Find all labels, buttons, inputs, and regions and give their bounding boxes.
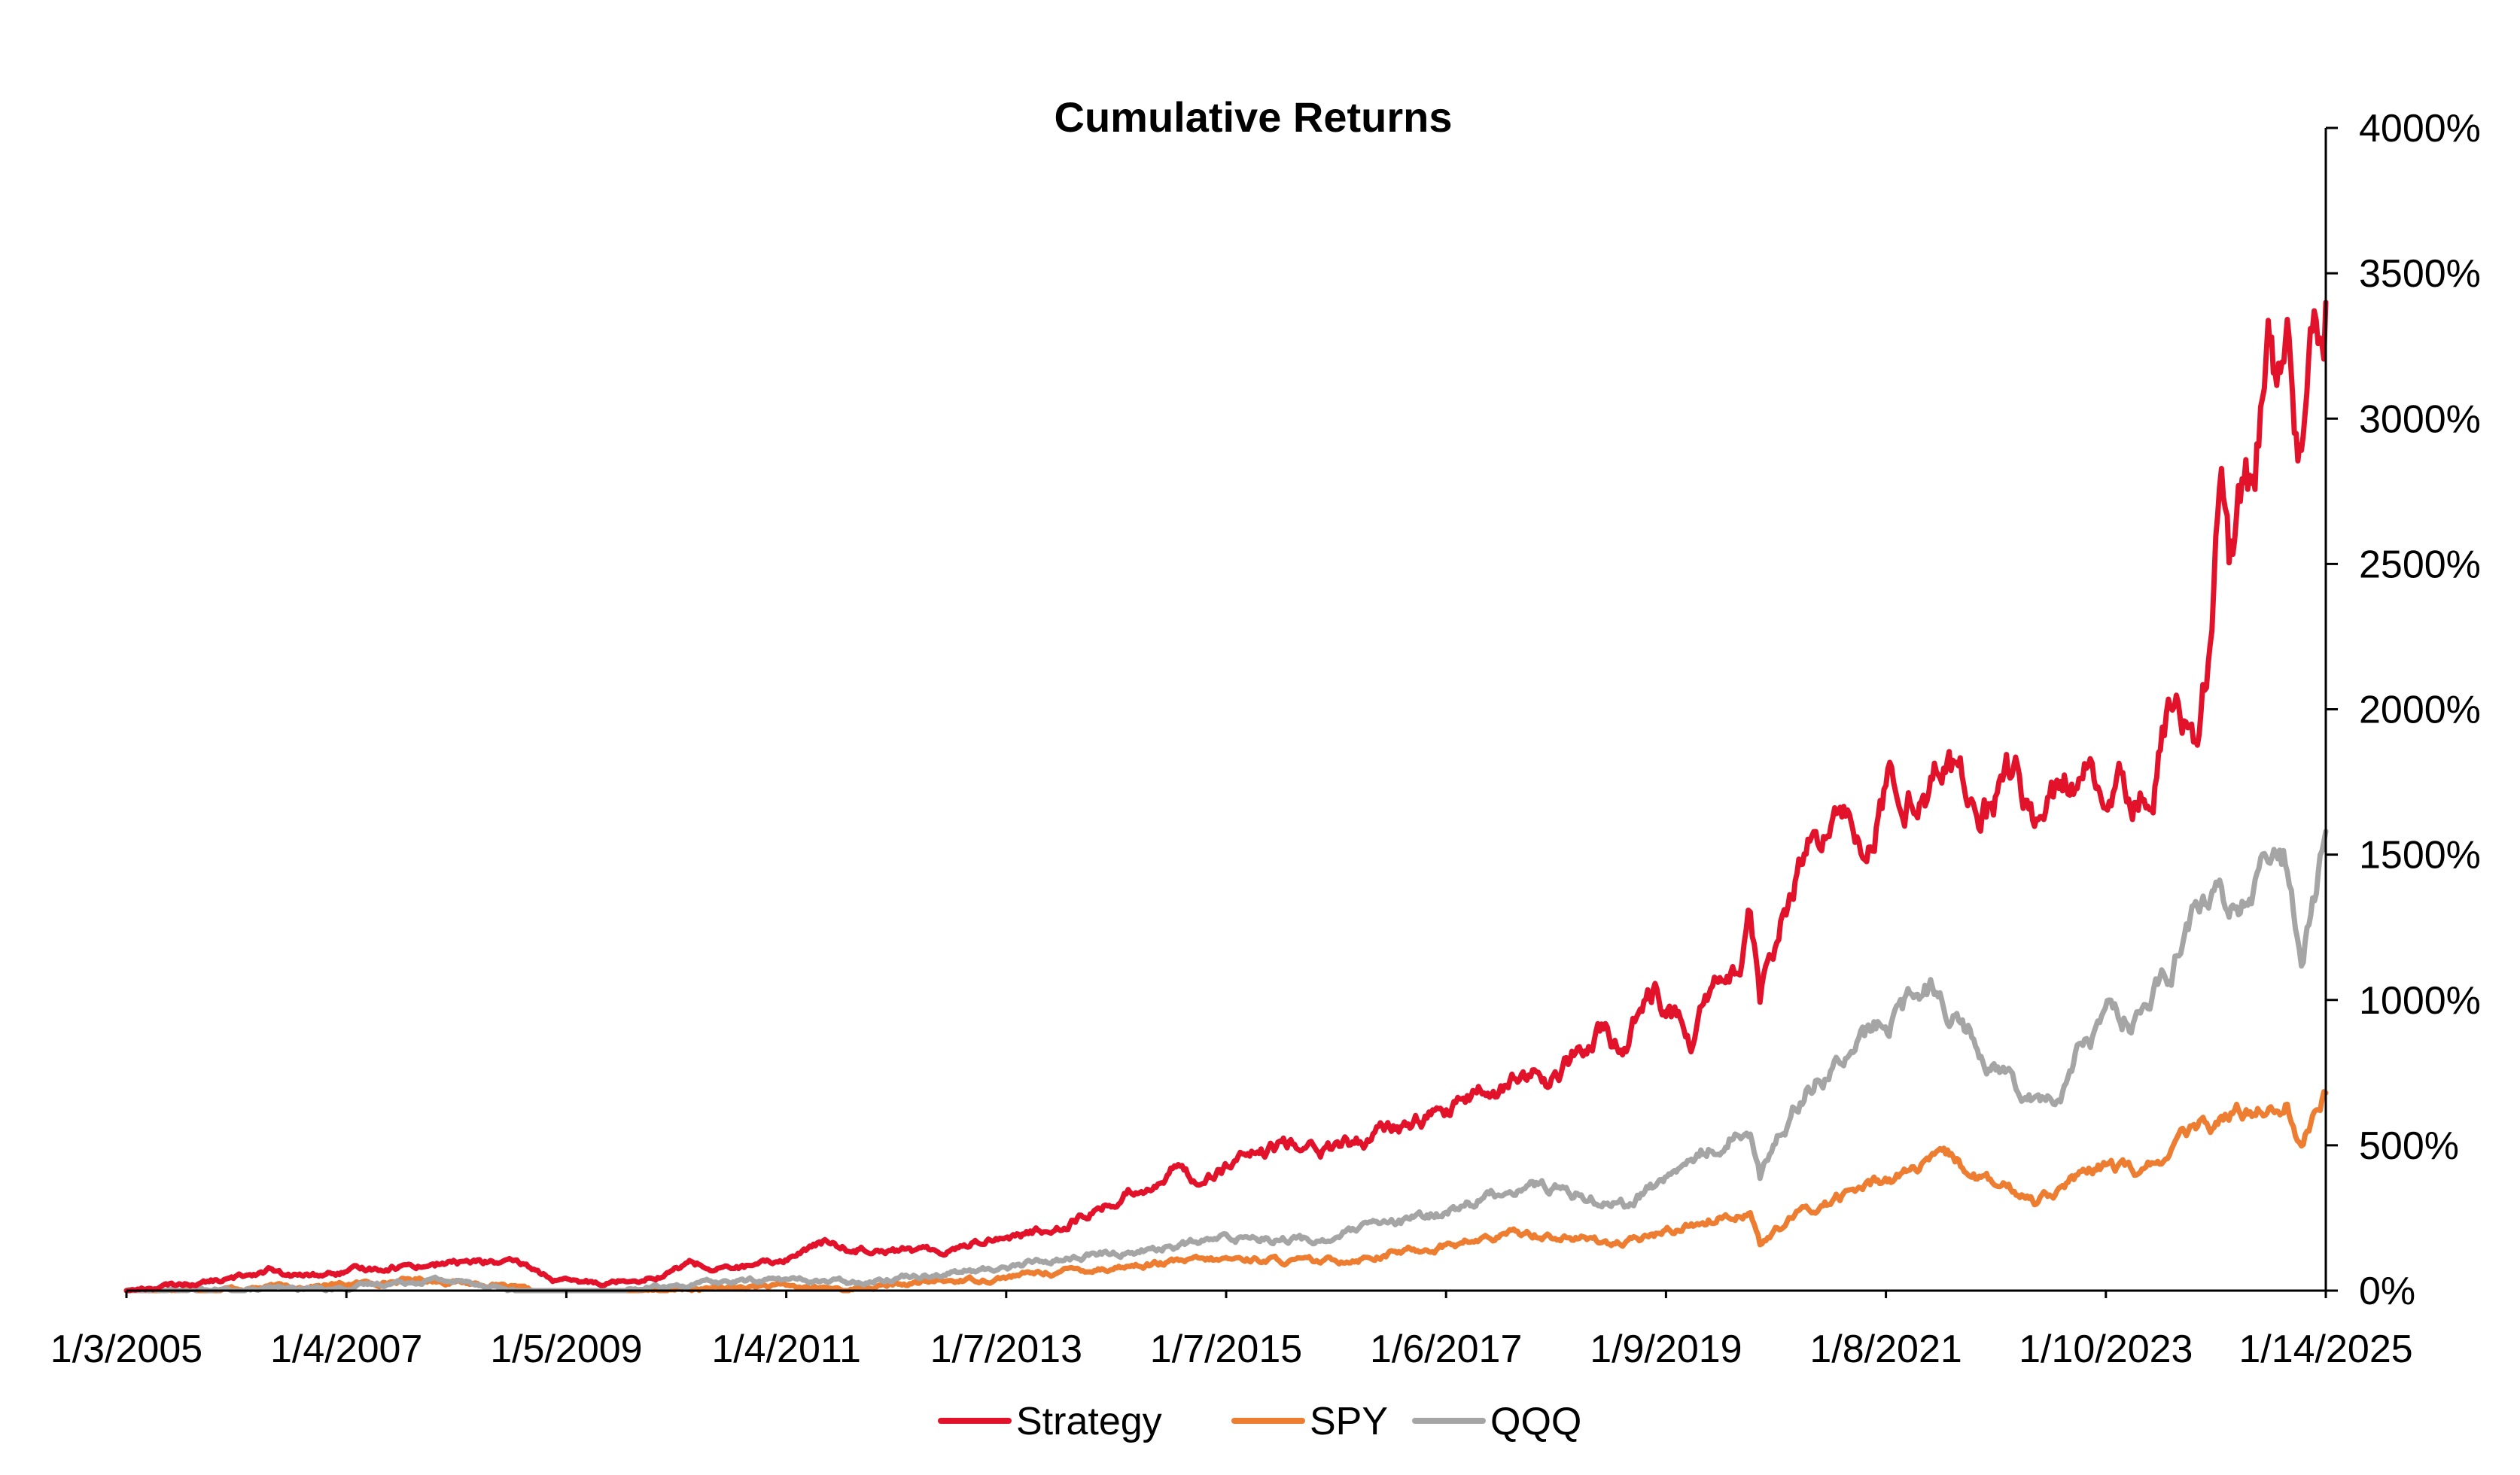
x-tick-label: 1/7/2015 <box>1150 1328 1302 1371</box>
x-tick-label: 1/14/2025 <box>2238 1328 2412 1371</box>
x-tick-label: 1/5/2009 <box>490 1328 642 1371</box>
legend-item-qqq: QQQ <box>1412 1400 1581 1443</box>
series-line-strategy <box>123 300 2329 1294</box>
legend-item-spy: SPY <box>1231 1400 1388 1443</box>
y-tick-label: 0% <box>2359 1270 2415 1313</box>
x-tick-label: 1/8/2021 <box>1809 1328 1962 1371</box>
y-tick-label: 500% <box>2359 1124 2459 1168</box>
legend-label: QQQ <box>1490 1400 1581 1443</box>
x-tick-label: 1/3/2005 <box>50 1328 202 1371</box>
y-axis-ticks: 0% 500% 1000% 1500% 2000% 2500% 3000% 3500% 4000… <box>2326 107 2481 1313</box>
y-tick-label: 4000% <box>2359 107 2481 151</box>
y-tick-label: 1500% <box>2359 834 2481 877</box>
x-tick-label: 1/4/2011 <box>711 1328 861 1371</box>
y-tick-label: 2500% <box>2359 543 2481 586</box>
x-tick-label: 1/6/2017 <box>1370 1328 1522 1371</box>
x-tick-label: 1/7/2013 <box>930 1328 1082 1371</box>
series-layer <box>123 300 2329 1294</box>
chart-title: Cumulative Returns <box>1055 93 1453 141</box>
y-tick-label: 3000% <box>2359 397 2481 441</box>
x-axis-ticks: 1/3/2005 1/4/2007 1/5/2009 1/4/2011 1/7/2013… <box>50 1291 2413 1371</box>
series-line-qqq <box>123 829 2329 1294</box>
y-tick-label: 1000% <box>2359 979 2481 1023</box>
legend-label: SPY <box>1310 1400 1388 1443</box>
y-tick-label: 3500% <box>2359 252 2481 296</box>
legend-item-strategy: Strategy <box>938 1400 1162 1443</box>
x-tick-label: 1/9/2019 <box>1590 1328 1742 1371</box>
legend: Strategy SPY QQQ <box>938 1400 1581 1443</box>
legend-label: Strategy <box>1016 1400 1162 1443</box>
x-tick-label: 1/4/2007 <box>270 1328 422 1371</box>
y-tick-label: 2000% <box>2359 689 2481 732</box>
x-tick-label: 1/10/2023 <box>2019 1328 2193 1371</box>
